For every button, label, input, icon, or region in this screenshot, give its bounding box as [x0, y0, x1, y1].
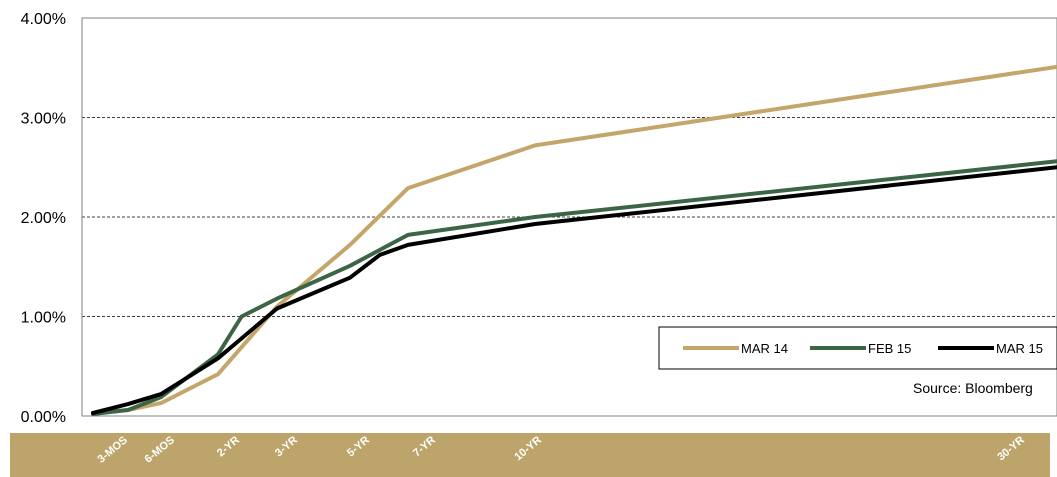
y-tick-label: 1.00% [21, 310, 66, 327]
y-tick-label: 3.00% [21, 111, 66, 128]
y-tick-label: 0.00% [21, 409, 66, 426]
y-axis-tick-labels: 0.00% 1.00% 2.00% 3.00% 4.00% [21, 11, 66, 426]
y-tick-label: 4.00% [21, 11, 66, 28]
y-tick-label: 2.00% [21, 210, 66, 227]
legend: MAR 14 FEB 15 MAR 15 [683, 341, 1043, 356]
grid-lines [82, 117, 1057, 317]
series-line-feb-15 [91, 159, 1057, 416]
legend-label: MAR 14 [741, 341, 788, 356]
legend-label: MAR 15 [996, 341, 1043, 356]
plot-frame [81, 17, 1057, 417]
source-clip: Source: Bloomberg [913, 380, 1033, 396]
legend-label: FEB 15 [868, 341, 911, 356]
x-axis-band [10, 433, 1050, 477]
series-lines [91, 64, 1057, 416]
source-note: Source: Bloomberg [913, 380, 1033, 396]
series-line-mar-15 [91, 165, 1057, 415]
